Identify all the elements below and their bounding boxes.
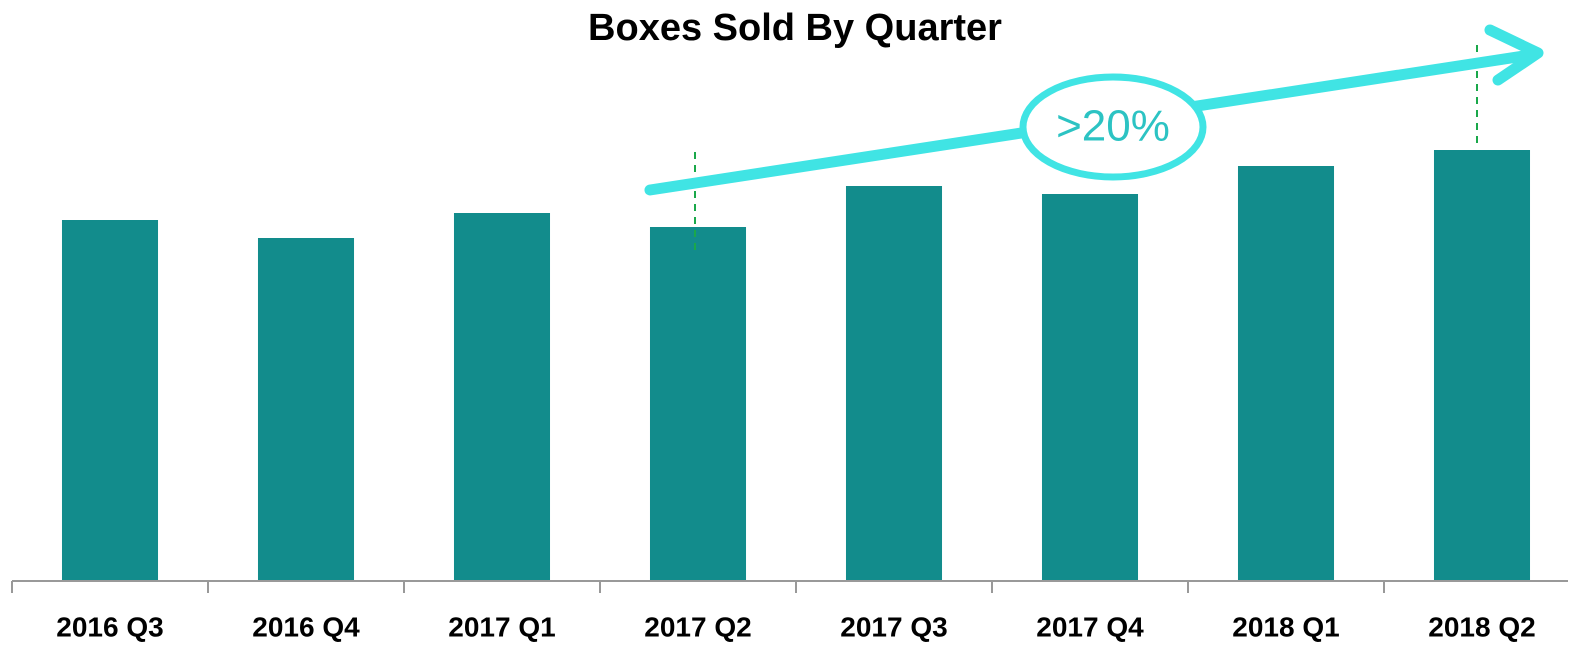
- x-tick-label: 2016 Q3: [56, 611, 163, 642]
- bar: [1433, 150, 1531, 581]
- x-tick-label: 2018 Q1: [1232, 611, 1339, 642]
- x-tick-label: 2017 Q3: [840, 611, 947, 642]
- x-tick-label: 2018 Q2: [1428, 611, 1535, 642]
- x-tick-label: 2017 Q1: [448, 611, 555, 642]
- bar: [845, 186, 943, 581]
- x-tick-label: 2016 Q4: [252, 611, 360, 642]
- bar: [1041, 194, 1139, 581]
- bar: [257, 238, 355, 581]
- annotation: >20%: [1056, 102, 1170, 151]
- plot-area: 2016 Q3 2016 Q4 2017 Q1 2017 Q2 2017 Q3 2017 …: [11, 150, 1568, 642]
- annotation-bubble: [1019, 73, 1207, 181]
- bar: [1237, 166, 1335, 581]
- bar: [61, 220, 159, 581]
- bar: [453, 213, 551, 581]
- chart-title: Boxes Sold By Quarter: [588, 7, 1002, 49]
- arrow-head: [1484, 24, 1544, 86]
- x-tick-label: 2017 Q2: [644, 611, 751, 642]
- x-tick-label: 2017 Q4: [1036, 611, 1144, 642]
- bar: [649, 227, 747, 581]
